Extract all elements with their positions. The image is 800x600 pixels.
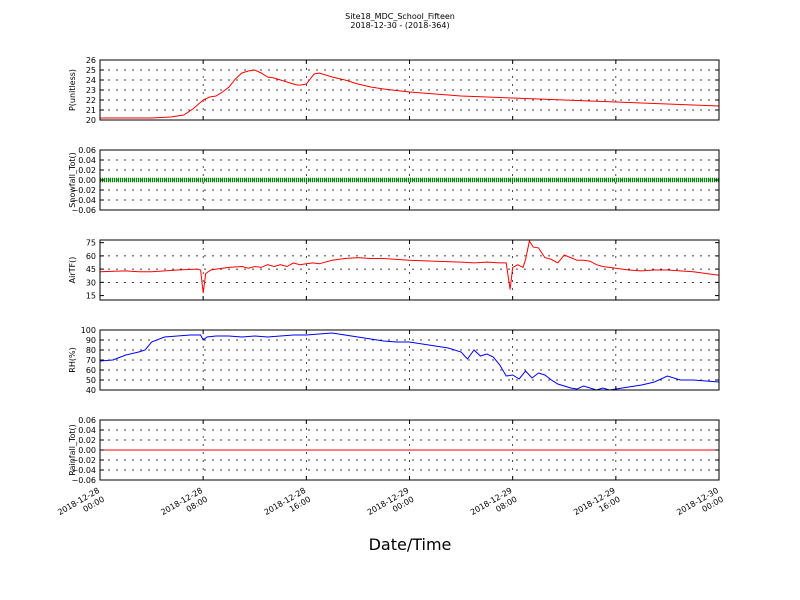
y-axis-label-panel-2: Snowfall_Tot() xyxy=(68,152,77,208)
y-tick-label: 15 xyxy=(86,292,96,301)
y-tick-label: 0.06 xyxy=(78,146,96,155)
figure-title: Site18_MDC_School_Fifteen xyxy=(345,12,455,21)
y-tick-label: 40 xyxy=(86,386,96,395)
y-tick-label: 100 xyxy=(81,326,96,335)
y-tick-label: 90 xyxy=(86,336,96,345)
y-tick-label: 30 xyxy=(86,278,96,287)
y-tick-label: 21 xyxy=(86,106,96,115)
x-tick-label: 2018-12-2900:00 xyxy=(366,486,416,526)
series-line-panel-4 xyxy=(99,332,720,391)
x-axis-label: Date/Time xyxy=(368,535,452,554)
y-tick-label: −0.02 xyxy=(71,456,96,465)
y-tick-label: 80 xyxy=(86,346,96,355)
x-tick-label: 2018-12-2908:00 xyxy=(469,486,519,526)
y-axis-label-panel-1: P(unitless) xyxy=(68,69,77,111)
y-tick-label: 45 xyxy=(86,265,96,274)
y-tick-label: 0.04 xyxy=(78,156,96,165)
x-tick-label: 2018-12-2808:00 xyxy=(159,486,209,526)
y-tick-label: −0.06 xyxy=(71,206,96,215)
y-tick-label: −0.02 xyxy=(71,186,96,195)
x-tick-label: 2018-12-2816:00 xyxy=(263,486,313,526)
y-tick-label: −0.04 xyxy=(71,196,96,205)
y-tick-label: 24 xyxy=(86,76,96,85)
y-tick-label: 50 xyxy=(86,376,96,385)
y-tick-label: 0.00 xyxy=(78,176,96,185)
y-axis-label-panel-5: Rainfall_Tot() xyxy=(68,424,77,476)
y-tick-label: 75 xyxy=(86,239,96,248)
y-tick-label: 25 xyxy=(86,66,96,75)
y-tick-label: 23 xyxy=(86,86,96,95)
y-tick-label: 0.06 xyxy=(78,416,96,425)
y-axis-label-panel-3: AirTF() xyxy=(68,257,77,284)
y-tick-label: 70 xyxy=(86,356,96,365)
y-tick-label: 60 xyxy=(86,366,96,375)
y-tick-label: 26 xyxy=(86,56,96,65)
y-tick-label: 22 xyxy=(86,96,96,105)
figure-subtitle: 2018-12-30 - (2018-364) xyxy=(350,21,450,30)
y-axis-label-panel-4: RH(%) xyxy=(68,347,77,372)
y-tick-label: 20 xyxy=(86,116,96,125)
y-tick-label: 0.02 xyxy=(78,436,96,445)
x-tick-label: 2018-12-2800:00 xyxy=(56,486,106,526)
y-tick-label: 0.00 xyxy=(78,446,96,455)
y-tick-label: −0.06 xyxy=(71,476,96,485)
x-tick-label: 2018-12-2916:00 xyxy=(572,486,622,526)
y-tick-label: 60 xyxy=(86,252,96,261)
y-tick-label: 0.04 xyxy=(78,426,96,435)
y-tick-label: −0.04 xyxy=(71,466,96,475)
y-tick-label: 0.02 xyxy=(78,166,96,175)
series-line-panel-1 xyxy=(100,69,720,119)
series-line-panel-3 xyxy=(99,239,720,293)
x-tick-label: 2018-12-3000:00 xyxy=(675,486,725,526)
